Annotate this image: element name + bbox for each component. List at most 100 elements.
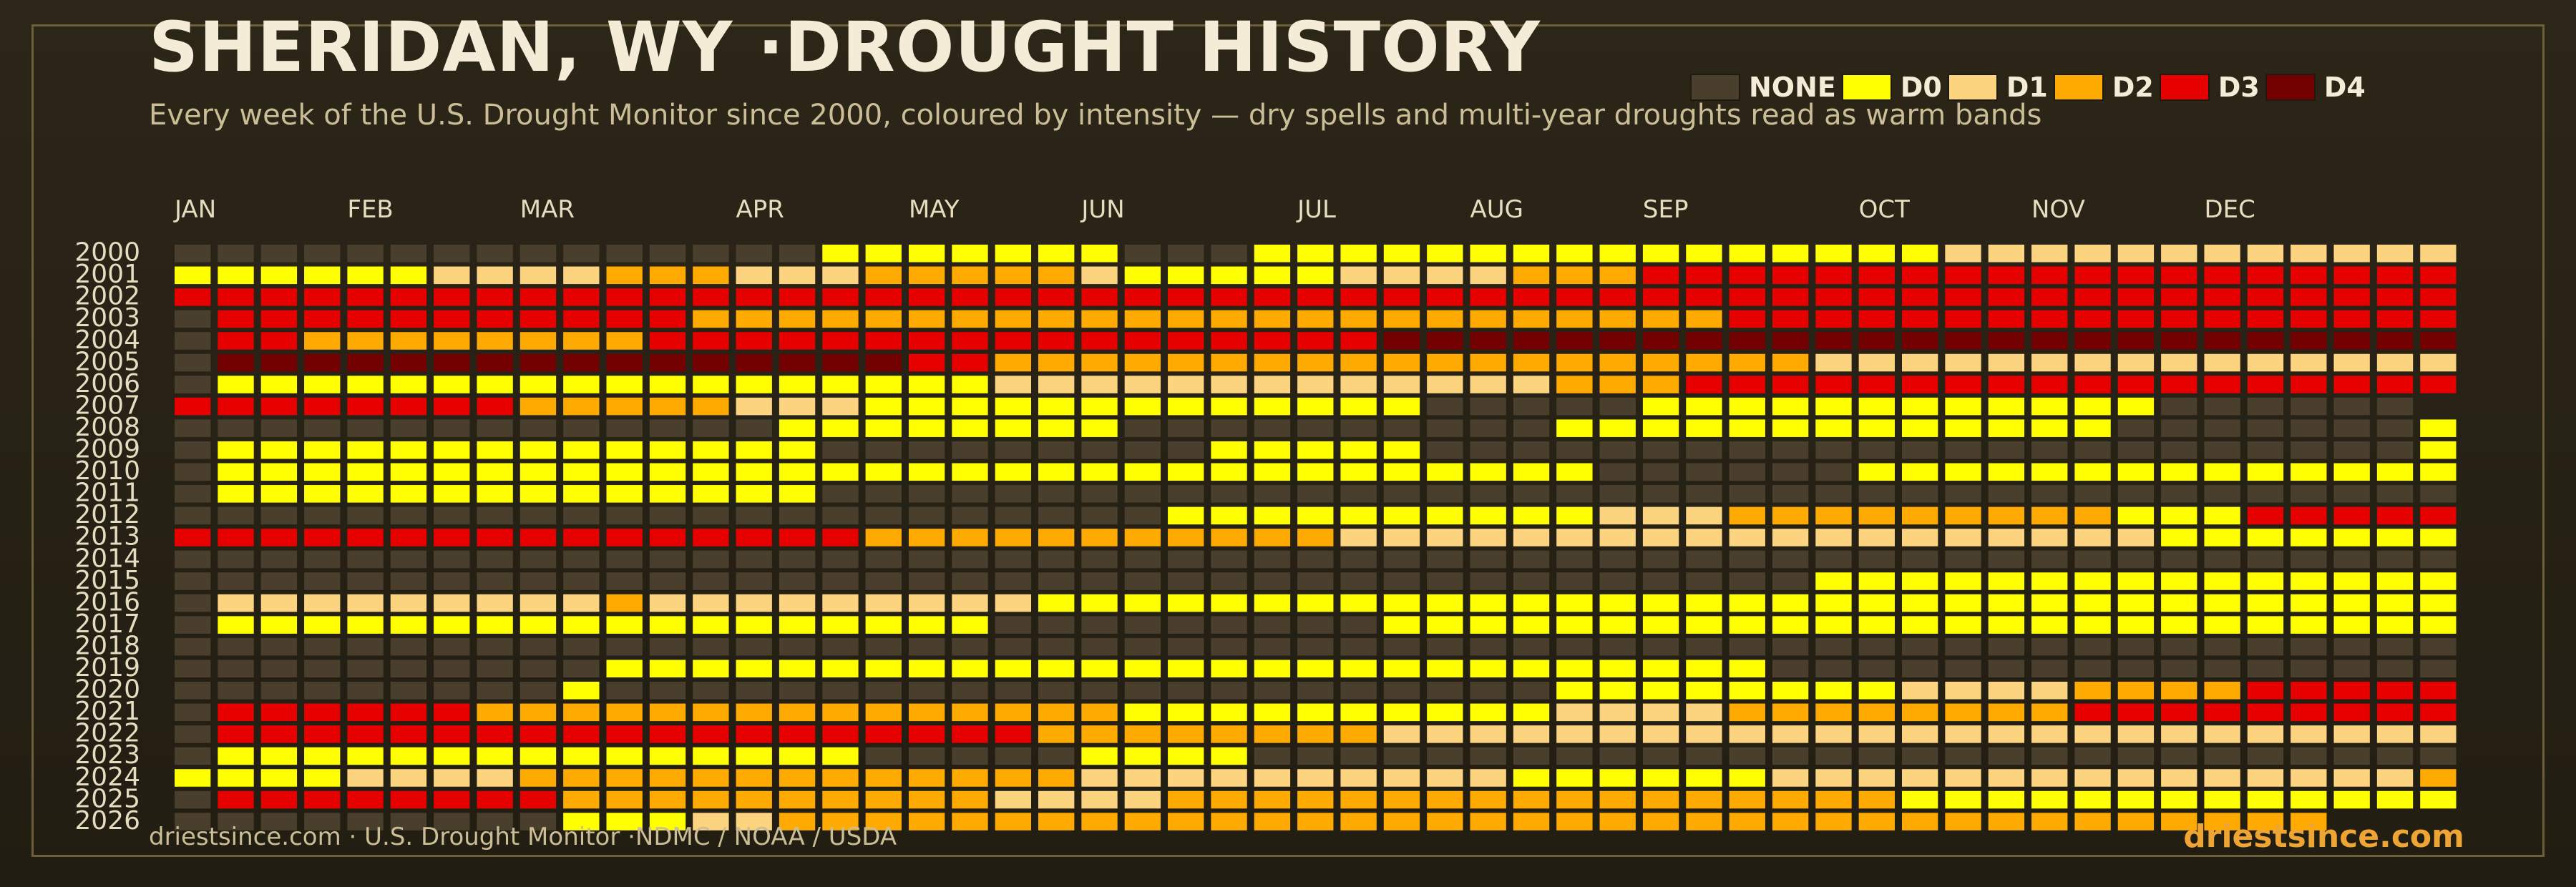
cell-2006-w17: [865, 376, 902, 393]
cell-2014-w1: [175, 550, 211, 569]
cell-2015-w25: [1211, 572, 1247, 590]
cell-2022-w3: [260, 725, 298, 743]
cell-2003-w40: [1858, 310, 1895, 328]
cell-2023-w1: [175, 747, 211, 765]
cell-2017-w17: [865, 616, 902, 634]
cell-2020-w35: [1642, 682, 1679, 700]
cell-2009-w49: [2247, 441, 2284, 459]
cell-2004-w26: [1254, 332, 1291, 350]
cell-2010-w24: [1168, 463, 1204, 481]
cell-2008-w11: [606, 419, 643, 437]
cell-2009-w3: [260, 441, 298, 459]
cell-2020-w44: [2031, 682, 2068, 700]
cell-2019-w51: [2333, 660, 2370, 677]
cell-2013-w47: [2161, 529, 2197, 547]
cell-2004-w53: [2420, 332, 2457, 350]
cell-2013-w38: [1772, 529, 1809, 547]
chart-title: SHERIDAN, WY ·DROUGHT HISTORY: [149, 7, 1541, 87]
cell-2009-w35: [1642, 441, 1679, 459]
cell-2018-w9: [519, 637, 557, 656]
cell-2000-w46: [2117, 245, 2155, 263]
cell-2015-w7: [434, 572, 470, 590]
legend-item-d1: D1: [1947, 72, 2051, 103]
cell-2002-w28: [1340, 288, 1377, 306]
cell-2012-w29: [1383, 506, 1420, 525]
year-label-2021: 2021: [74, 697, 140, 726]
cell-2011-w49: [2247, 485, 2284, 503]
cell-2025-w4: [304, 790, 341, 809]
cell-2026-w49: [2247, 813, 2284, 830]
cell-2014-w6: [390, 550, 427, 569]
cell-2025-w12: [649, 790, 686, 809]
cell-2008-w10: [563, 419, 600, 437]
cell-2000-w43: [1988, 245, 2025, 263]
cell-2012-w49: [2247, 506, 2284, 525]
cell-2007-w32: [1513, 397, 1550, 416]
cell-2000-w13: [693, 245, 729, 263]
month-label-jul: JUL: [1296, 195, 1336, 224]
cell-2003-w24: [1168, 310, 1204, 328]
cell-2004-w36: [1686, 332, 1722, 350]
cell-2017-w45: [2074, 616, 2111, 634]
cell-2018-w22: [1081, 637, 1118, 656]
legend-label-none: NONE: [1749, 72, 1836, 103]
cell-2024-w2: [218, 769, 254, 787]
cell-2003-w6: [390, 310, 427, 328]
cell-2018-w43: [1988, 637, 2025, 656]
cell-2026-w43: [1988, 813, 2025, 830]
cell-2008-w51: [2333, 419, 2370, 437]
cell-2023-w36: [1686, 747, 1722, 765]
cell-2024-w36: [1686, 769, 1722, 787]
cell-2004-w45: [2074, 332, 2111, 350]
cell-2005-w41: [1902, 353, 1938, 372]
cell-2023-w25: [1211, 747, 1247, 765]
cell-2022-w48: [2204, 725, 2240, 743]
cell-2006-w4: [304, 376, 341, 393]
cell-2008-w12: [649, 419, 686, 437]
cell-2024-w53: [2420, 769, 2457, 787]
cell-2017-w30: [1427, 616, 1463, 634]
cell-2004-w47: [2161, 332, 2197, 350]
cell-2014-w19: [952, 550, 988, 569]
cell-2018-w33: [1556, 637, 1593, 656]
cell-2024-w52: [2376, 769, 2414, 787]
cell-2020-w53: [2420, 682, 2457, 700]
cell-2020-w38: [1772, 682, 1809, 700]
cell-2001-w39: [1815, 266, 1852, 285]
cell-2004-w33: [1556, 332, 1593, 350]
cell-2002-w17: [865, 288, 902, 306]
cell-2000-w22: [1081, 245, 1118, 263]
cell-2002-w11: [606, 288, 643, 306]
cell-2011-w51: [2333, 485, 2370, 503]
cell-2013-w28: [1340, 529, 1377, 547]
cell-2010-w30: [1427, 463, 1463, 481]
cell-2003-w8: [477, 310, 513, 328]
cell-2011-w37: [1729, 485, 1765, 503]
cell-2014-w2: [218, 550, 254, 569]
cell-2016-w10: [563, 594, 600, 612]
cell-2015-w12: [649, 572, 686, 590]
cell-2004-w2: [218, 332, 254, 350]
cell-2001-w16: [822, 266, 859, 285]
cell-2004-w48: [2204, 332, 2240, 350]
cell-2005-w47: [2161, 353, 2197, 372]
cell-2006-w19: [952, 376, 988, 393]
cell-2000-w26: [1254, 245, 1291, 263]
cell-2004-w51: [2333, 332, 2370, 350]
cell-2020-w11: [606, 682, 643, 700]
cell-2026-w28: [1340, 813, 1377, 830]
cell-2010-w10: [563, 463, 600, 481]
cell-2015-w37: [1729, 572, 1765, 590]
cell-2019-w52: [2376, 660, 2414, 677]
cell-2015-w30: [1427, 572, 1463, 590]
cell-2021-w32: [1513, 703, 1550, 722]
year-label-2013: 2013: [74, 522, 140, 552]
cell-2003-w53: [2420, 310, 2457, 328]
cell-2010-w48: [2204, 463, 2240, 481]
cell-2011-w45: [2074, 485, 2111, 503]
cell-2021-w48: [2204, 703, 2240, 722]
cell-2006-w39: [1815, 376, 1852, 393]
cell-2002-w43: [1988, 288, 2025, 306]
cell-2017-w34: [1599, 616, 1636, 634]
cell-2022-w35: [1642, 725, 1679, 743]
